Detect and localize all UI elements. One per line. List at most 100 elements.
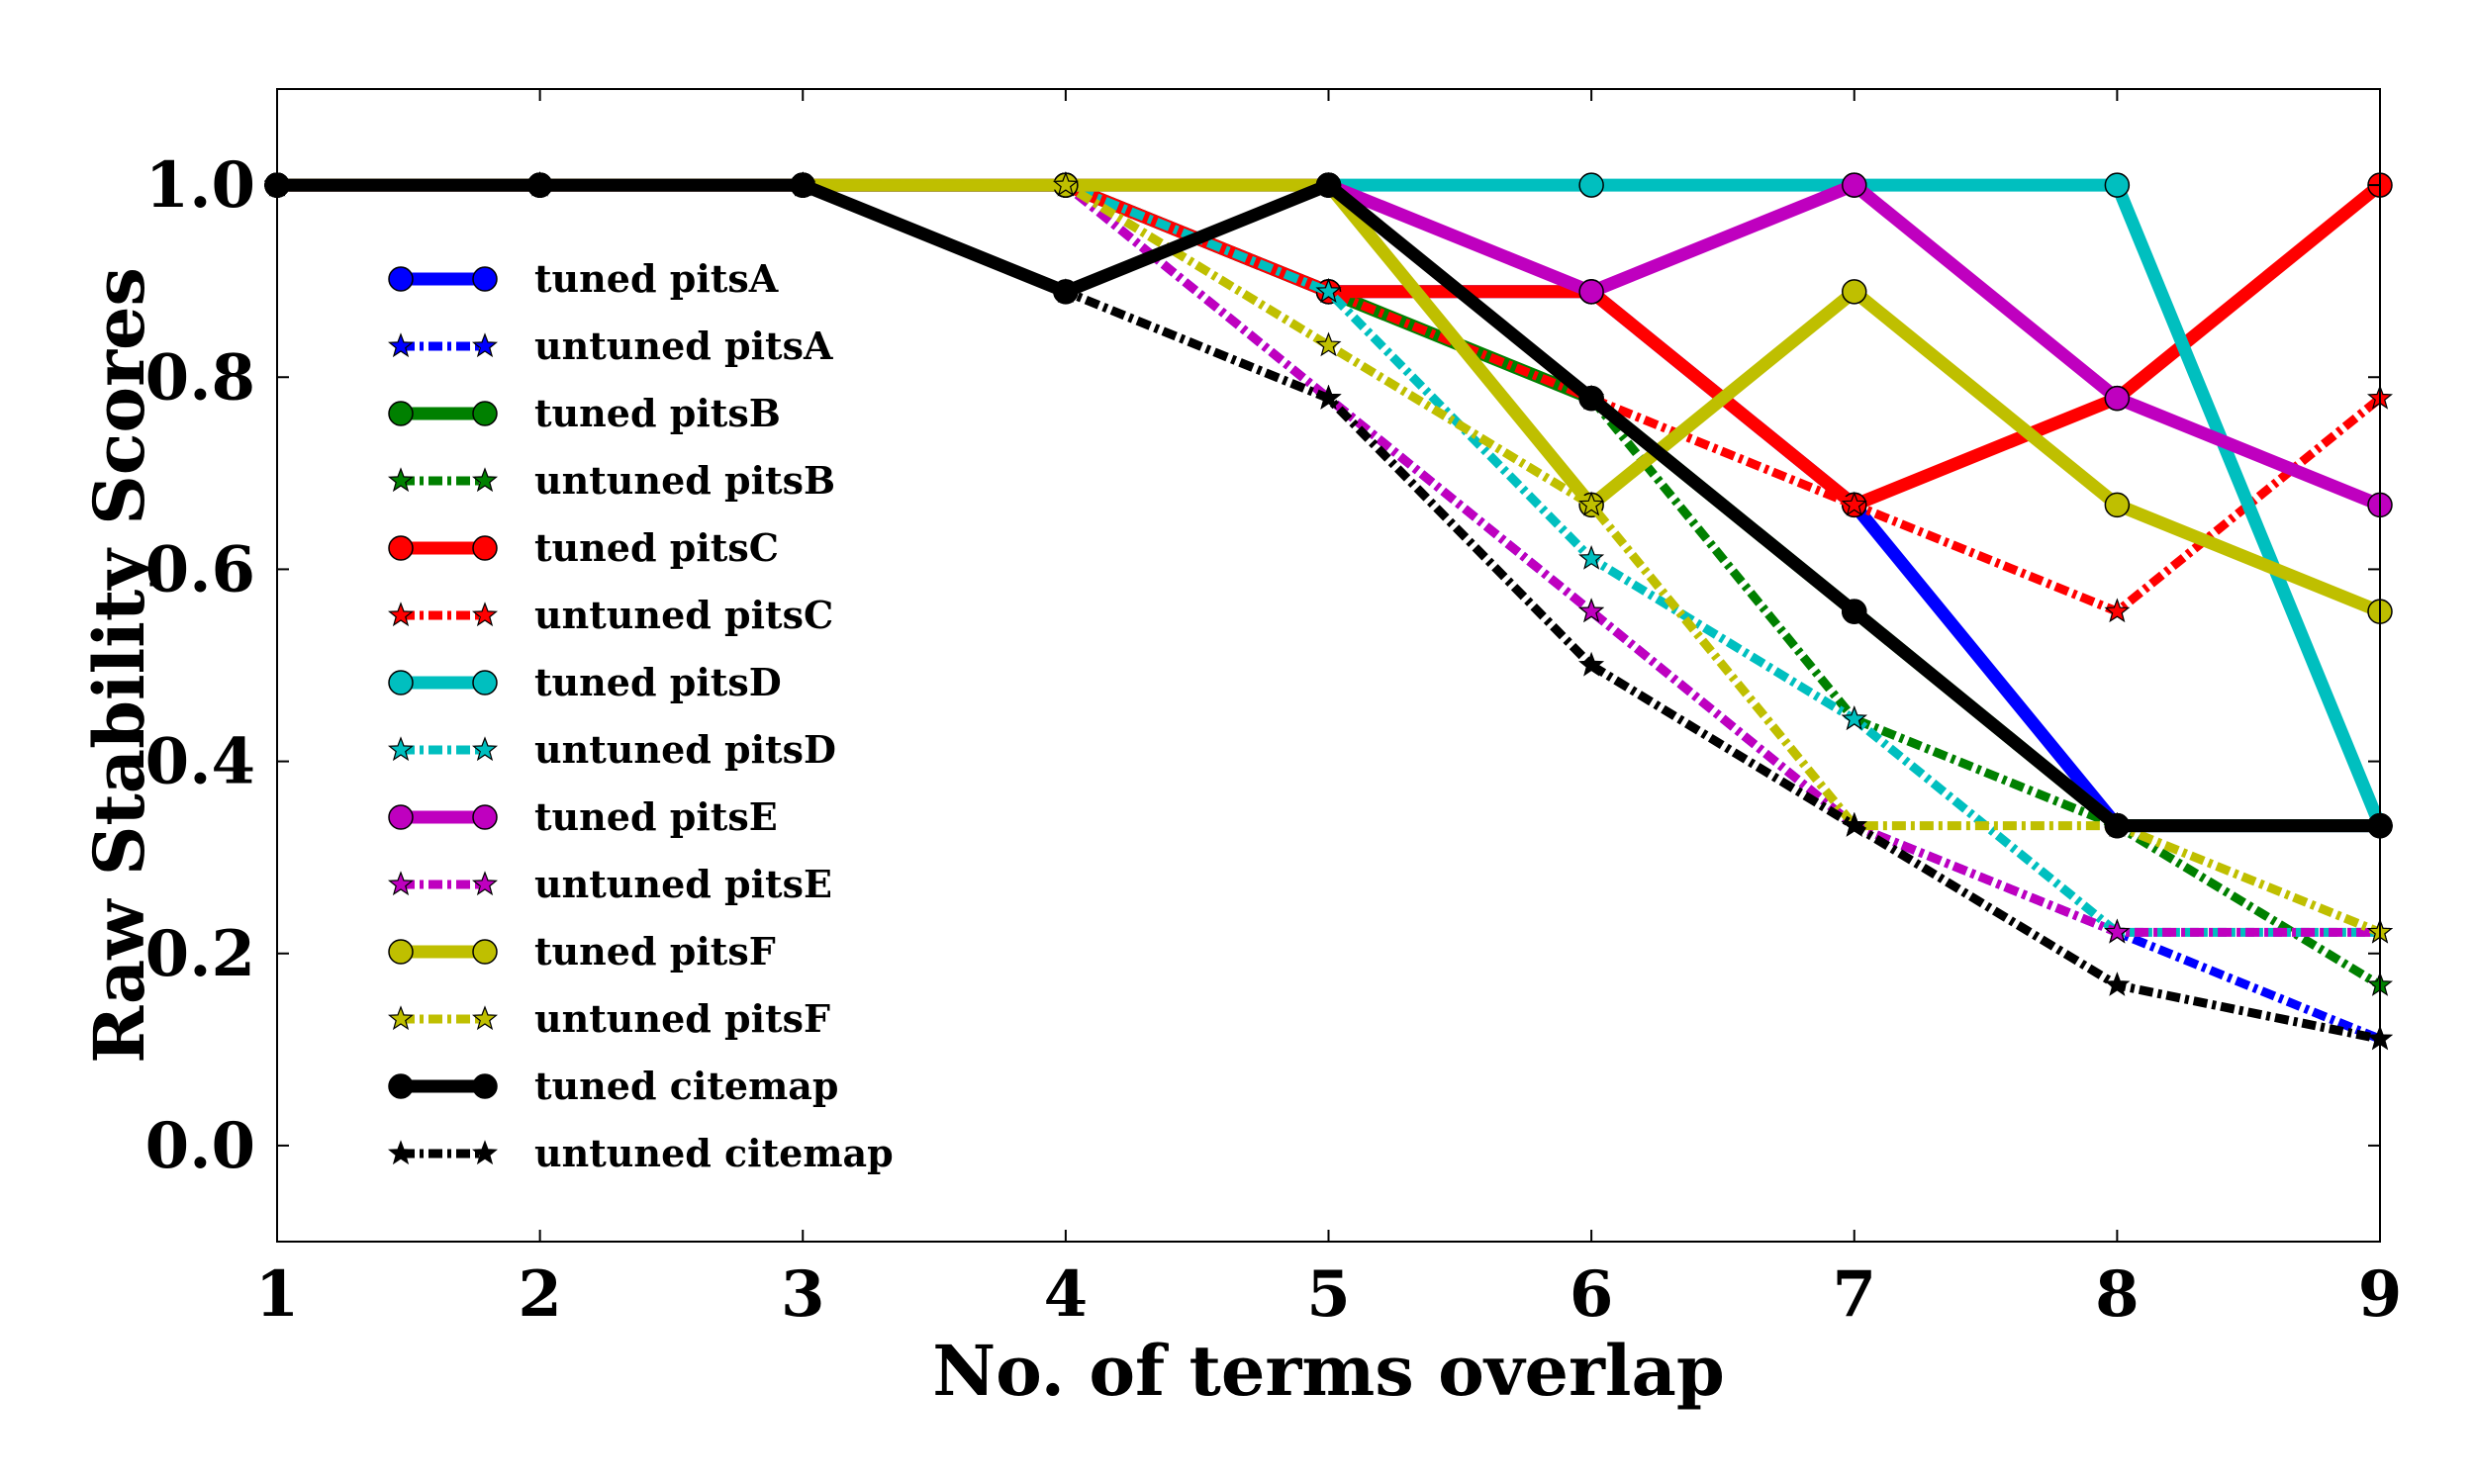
legend-marker bbox=[472, 670, 498, 696]
x-tick-label: 7 bbox=[1832, 1257, 1876, 1332]
legend: tuned pitsA untuned pitsA tuned pitsB untun… bbox=[387, 256, 894, 1175]
legend-item-tuned-pitsd: tuned pitsD bbox=[388, 660, 782, 704]
series-layer bbox=[263, 171, 2394, 1051]
data-point bbox=[1315, 331, 1342, 357]
legend-marker bbox=[471, 1140, 499, 1165]
legend-marker bbox=[388, 401, 414, 426]
data-point bbox=[1842, 172, 1867, 198]
legend-marker bbox=[471, 602, 499, 627]
legend-item-untuned-pitsb: untuned pitsB bbox=[387, 458, 835, 503]
y-tick-label: 0.2 bbox=[145, 917, 255, 991]
data-point bbox=[1841, 491, 1867, 516]
data-point bbox=[2104, 492, 2131, 518]
x-tick-label: 3 bbox=[781, 1257, 825, 1332]
data-point bbox=[2104, 918, 2131, 944]
y-tick-label: 1.0 bbox=[145, 148, 255, 223]
data-point bbox=[1315, 384, 1342, 410]
legend-label: untuned pitsE bbox=[534, 862, 832, 906]
data-point bbox=[1578, 491, 1605, 516]
legend-marker bbox=[387, 1005, 415, 1031]
legend-label: tuned pitsA bbox=[534, 256, 779, 301]
data-point bbox=[1578, 279, 1604, 305]
data-point bbox=[2104, 598, 2131, 623]
data-point bbox=[1842, 279, 1867, 305]
y-tick-label: 0.6 bbox=[145, 532, 255, 606]
legend-label: tuned pitsC bbox=[534, 525, 779, 570]
data-point bbox=[1841, 811, 1867, 837]
legend-marker bbox=[472, 939, 498, 965]
data-point bbox=[1052, 171, 1079, 197]
legend-marker bbox=[388, 535, 414, 561]
legend-item-untuned-pitsd: untuned pitsD bbox=[387, 727, 836, 772]
legend-marker bbox=[387, 467, 415, 493]
x-tick-label: 9 bbox=[2358, 1257, 2403, 1332]
legend-marker bbox=[388, 939, 414, 965]
legend-item-untuned-pitsc: untuned pitsC bbox=[387, 593, 833, 637]
legend-item-tuned-pitsb: tuned pitsB bbox=[388, 391, 781, 435]
legend-label: tuned pitsF bbox=[534, 929, 776, 974]
legend-marker bbox=[388, 670, 414, 696]
data-point bbox=[2104, 172, 2131, 198]
data-point bbox=[1578, 172, 1604, 198]
x-tick-label: 5 bbox=[1306, 1257, 1351, 1332]
legend-marker bbox=[387, 332, 415, 358]
data-point bbox=[1315, 172, 1342, 198]
data-point bbox=[1315, 278, 1342, 303]
data-point bbox=[790, 171, 816, 197]
data-point bbox=[2104, 385, 2131, 412]
legend-label: untuned pitsB bbox=[534, 458, 835, 503]
legend-marker bbox=[388, 1073, 414, 1099]
legend-item-untuned-citemap: untuned citemap bbox=[387, 1131, 894, 1175]
x-axis-label: No. of terms overlap bbox=[932, 1330, 1725, 1412]
legend-label: tuned pitsD bbox=[534, 660, 782, 704]
data-point bbox=[2104, 972, 2131, 996]
series-untuned-citemap bbox=[263, 171, 2394, 1051]
x-tick-label: 2 bbox=[518, 1257, 562, 1332]
data-point bbox=[1578, 598, 1605, 623]
data-point bbox=[526, 171, 553, 197]
legend-item-tuned-citemap: tuned citemap bbox=[388, 1064, 839, 1108]
legend-label: tuned pitsE bbox=[534, 794, 778, 839]
data-point bbox=[1842, 599, 1867, 624]
x-tick-label: 6 bbox=[1570, 1257, 1614, 1332]
data-point bbox=[1578, 385, 1604, 412]
legend-label: tuned citemap bbox=[534, 1064, 839, 1108]
legend-item-untuned-pitse: untuned pitsE bbox=[387, 862, 832, 906]
legend-marker bbox=[471, 467, 499, 493]
legend-marker bbox=[387, 871, 415, 896]
legend-marker bbox=[471, 1005, 499, 1031]
x-tick-label: 4 bbox=[1044, 1257, 1089, 1332]
legend-marker bbox=[387, 1140, 415, 1165]
legend-label: untuned citemap bbox=[534, 1131, 894, 1175]
x-tick-label: 8 bbox=[2095, 1257, 2140, 1332]
legend-marker bbox=[471, 332, 499, 358]
legend-item-tuned-pitsa: tuned pitsA bbox=[388, 256, 779, 301]
legend-item-untuned-pitsa: untuned pitsA bbox=[387, 324, 833, 368]
legend-marker bbox=[471, 871, 499, 896]
legend-marker bbox=[472, 535, 498, 561]
legend-label: untuned pitsF bbox=[534, 996, 830, 1041]
legend-item-untuned-pitsf: untuned pitsF bbox=[387, 996, 830, 1041]
legend-marker bbox=[387, 602, 415, 627]
y-tick-label: 0.4 bbox=[145, 725, 255, 799]
legend-marker bbox=[472, 804, 498, 830]
data-point bbox=[1052, 278, 1079, 303]
legend-item-tuned-pitsf: tuned pitsF bbox=[388, 929, 776, 974]
legend-item-tuned-pitse: tuned pitsE bbox=[388, 794, 778, 839]
legend-marker bbox=[388, 804, 414, 830]
legend-label: untuned pitsA bbox=[534, 324, 833, 368]
legend-marker bbox=[472, 401, 498, 426]
data-point bbox=[2104, 812, 2131, 839]
legend-marker bbox=[472, 1073, 498, 1099]
data-point bbox=[1578, 651, 1605, 677]
legend-marker bbox=[472, 266, 498, 292]
legend-marker bbox=[388, 266, 414, 292]
legend-label: untuned pitsD bbox=[534, 727, 836, 772]
axis-ticks: 1 2 3 4 5 6 7 8 9 0.0 0.2 0.4 0.6 0.8 1.0 bbox=[145, 89, 2403, 1332]
x-tick-label: 1 bbox=[255, 1257, 300, 1332]
data-point bbox=[1578, 544, 1605, 570]
legend-label: untuned pitsC bbox=[534, 593, 833, 637]
y-axis-label: Raw Stability Scores bbox=[78, 267, 160, 1064]
legend-label: tuned pitsB bbox=[534, 391, 781, 435]
